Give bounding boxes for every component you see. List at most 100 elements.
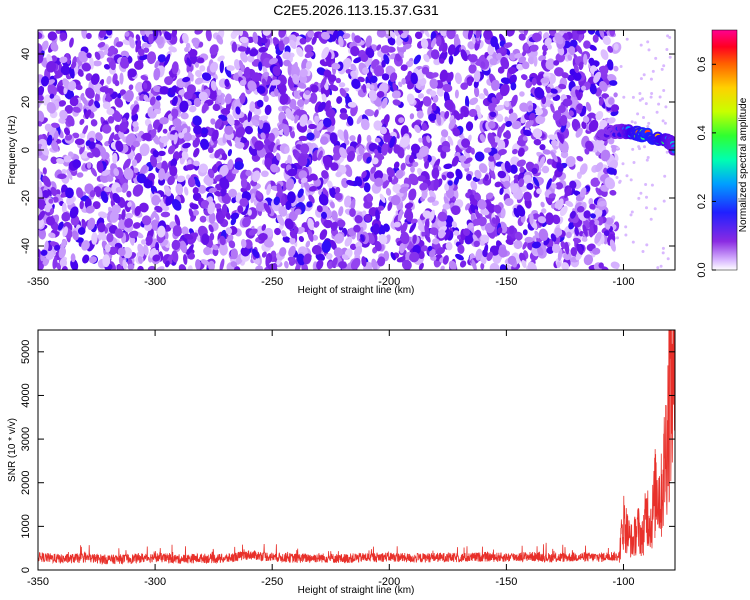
heatmap-cell [395, 53, 401, 62]
heatmap-cell [210, 80, 217, 91]
heatmap-cell [416, 100, 424, 112]
heatmap-cell [637, 145, 641, 149]
heatmap-cell [474, 169, 482, 179]
heatmap-cell [447, 135, 454, 146]
heatmap-cell [662, 64, 666, 68]
heatmap-cell [472, 218, 482, 226]
snr-y-tick-label: 4000 [20, 383, 32, 407]
heatmap-cell [383, 250, 390, 262]
heatmap-cell [535, 108, 544, 115]
heatmap-cell [595, 138, 604, 150]
heatmap-cell [583, 210, 591, 219]
heatmap-cell [134, 60, 144, 70]
heatmap-cell [573, 71, 582, 81]
heatmap-cell [85, 32, 92, 40]
heatmap-cell [500, 56, 510, 70]
heatmap-cell [356, 226, 364, 240]
heatmap-cell [482, 249, 488, 258]
heatmap-cell [437, 229, 446, 239]
heatmap-cell [568, 110, 574, 117]
heatmap-cell [81, 62, 92, 72]
heatmap-cell [239, 36, 249, 44]
heatmap-cell [662, 89, 666, 92]
heatmap-cell [550, 233, 557, 242]
heatmap-cell [629, 213, 633, 217]
heatmap-cell [184, 46, 189, 53]
heatmap-cell [137, 243, 145, 256]
heatmap-cell [294, 208, 302, 215]
heatmap-cell [647, 121, 651, 125]
heatmap-cell [454, 72, 462, 85]
heatmap-cell [38, 43, 43, 53]
heatmap-cell [504, 197, 514, 207]
heatmap-cell [393, 221, 401, 228]
heatmap-cell [563, 252, 572, 261]
heatmap-cell [576, 155, 584, 162]
heatmap-cell [588, 198, 594, 206]
heatmap-cell [108, 246, 118, 255]
heatmap-cell [606, 59, 614, 71]
heatmap-cell [522, 229, 528, 236]
heatmap-cell [114, 80, 120, 87]
heatmap-cell [507, 255, 517, 265]
heatmap-cell [270, 163, 279, 173]
heatmap-cell [99, 173, 110, 183]
heatmap-cell [329, 132, 338, 145]
snr-y-axis: 0 1000 2000 3000 4000 5000 [20, 340, 675, 573]
heatmap-cell [128, 36, 135, 49]
heatmap-cell [410, 143, 421, 154]
snr-x-tick-label: -200 [378, 576, 400, 588]
heatmap-cell [645, 206, 648, 210]
heatmap-cell [147, 172, 156, 181]
heatmap-cell [492, 253, 502, 264]
heatmap-cell [46, 134, 53, 146]
heatmap-cell [374, 109, 379, 118]
heatmap-cell [61, 202, 67, 214]
heatmap-cell [444, 110, 450, 119]
heatmap-cell [247, 54, 255, 63]
heatmap-cell [278, 205, 288, 217]
heatmap-cell [226, 65, 235, 72]
heatmap-cell [390, 252, 396, 261]
heatmap-cell [279, 93, 289, 105]
heatmap-cell [245, 169, 252, 177]
heatmap-cell [88, 99, 94, 107]
heatmap-cell [196, 57, 205, 64]
heatmap-cell [474, 209, 481, 221]
heatmap-cell [321, 93, 327, 102]
heatmap-cell [576, 103, 584, 111]
heatmap-cell [317, 101, 326, 113]
heatmap-cell [479, 134, 486, 143]
heatmap-cell [127, 201, 132, 208]
heatmap-cell [59, 32, 67, 41]
heatmap-cell [521, 259, 527, 268]
heatmap-cell [299, 37, 307, 45]
heatmap-cell [608, 97, 615, 105]
heatmap-cell [399, 243, 405, 254]
heatmap-cell [50, 42, 59, 52]
heatmap-cell [185, 164, 195, 171]
heatmap-cell [140, 74, 149, 81]
heatmap-cell [570, 210, 576, 219]
heatmap-cell [558, 83, 567, 90]
heatmap-cell [195, 69, 202, 78]
heatmap-cell [94, 51, 101, 61]
heatmap-cell [551, 139, 558, 146]
heatmap-cell [52, 256, 58, 270]
heatmap-cell [171, 250, 179, 263]
heatmap-cell [480, 61, 486, 68]
heatmap-cell [251, 248, 260, 259]
heatmap-cell [465, 173, 472, 181]
heatmap-cell [303, 253, 312, 265]
heatmap-cell [159, 86, 169, 95]
heatmap-cell [209, 61, 219, 73]
heatmap-cell [429, 78, 438, 89]
heatmap-cell [517, 147, 525, 157]
heatmap-cell [193, 176, 201, 188]
heatmap-cell [247, 209, 252, 216]
heatmap-cell [287, 154, 293, 166]
heatmap-cell [256, 99, 264, 108]
heatmap-cell [345, 68, 352, 74]
heatmap-cell [115, 140, 124, 153]
heatmap-cell [85, 140, 91, 146]
